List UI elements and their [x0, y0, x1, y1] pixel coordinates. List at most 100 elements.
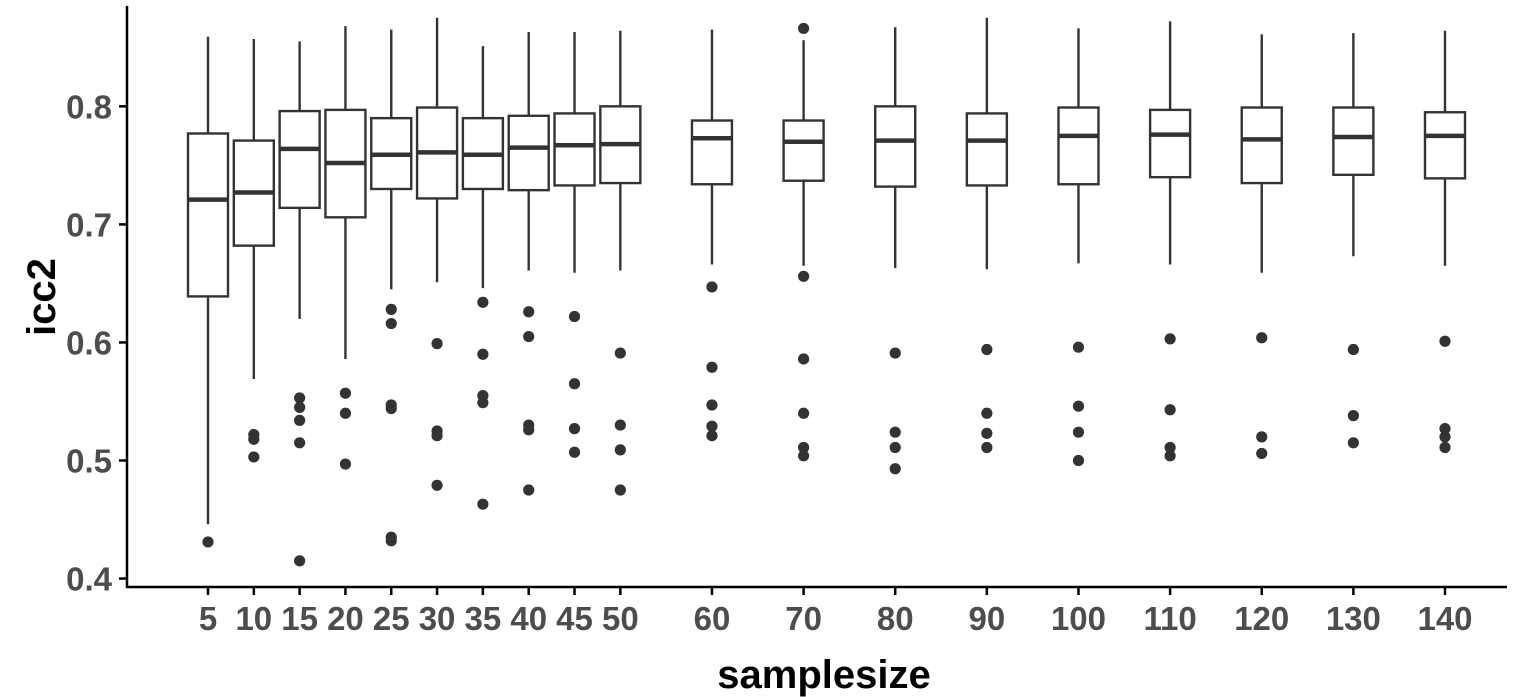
- outlier-point: [1256, 431, 1268, 443]
- outlier-point: [706, 399, 718, 411]
- outlier-point: [1347, 343, 1359, 356]
- outlier-point: [477, 296, 489, 308]
- y-tick-label: 0.7: [66, 206, 112, 243]
- outlier-point: [1072, 426, 1085, 438]
- outlier-point: [1164, 450, 1176, 462]
- outlier-point: [889, 347, 901, 359]
- outlier-point: [706, 430, 718, 442]
- outlier-point: [614, 444, 626, 456]
- box-group-130: [1332, 33, 1375, 449]
- box-group-10: [232, 39, 276, 463]
- y-tick-label: 0.4: [66, 561, 113, 598]
- outlier-point: [568, 423, 581, 435]
- x-tick-label: 45: [556, 600, 593, 637]
- box-group-30: [415, 17, 459, 491]
- outlier-point: [294, 401, 306, 413]
- outlier-point: [1072, 341, 1085, 353]
- iqr-box: [1332, 106, 1375, 177]
- outlier-point: [706, 420, 718, 432]
- outlier-point: [889, 463, 901, 475]
- outlier-point: [294, 414, 306, 426]
- outlier-point: [568, 310, 581, 323]
- x-tick-label: 40: [510, 600, 547, 637]
- iqr-box: [782, 119, 825, 182]
- outlier-point: [1256, 332, 1268, 344]
- outlier-point: [981, 407, 993, 419]
- outlier-point: [1164, 333, 1176, 345]
- y-axis-title: icc2: [20, 258, 64, 336]
- outlier-point: [523, 424, 535, 436]
- outlier-point: [1439, 431, 1451, 443]
- box-group-110: [1148, 21, 1192, 462]
- x-tick-label: 60: [694, 600, 731, 637]
- plot-area: [186, 17, 1467, 567]
- outlier-point: [523, 330, 535, 343]
- x-tick-label: 15: [281, 600, 318, 637]
- x-tick-label: 140: [1417, 600, 1472, 637]
- outlier-point: [202, 536, 214, 548]
- outlier-point: [294, 437, 306, 449]
- box-group-80: [874, 27, 917, 475]
- box-group-35: [461, 46, 505, 510]
- iqr-box: [1148, 108, 1192, 179]
- iqr-box: [507, 114, 550, 192]
- x-tick-label: 20: [327, 600, 364, 637]
- x-tick-label: 120: [1234, 600, 1289, 637]
- y-tick-label: 0.5: [66, 443, 112, 480]
- x-tick-label: 35: [465, 600, 502, 637]
- outlier-point: [294, 555, 306, 567]
- box-group-40: [507, 31, 550, 496]
- x-tick-label: 70: [785, 600, 822, 637]
- y-axis-ticks: 0.4 0.5 0.6 0.7 0.8: [66, 88, 127, 598]
- outlier-point: [523, 306, 535, 318]
- outlier-point: [1072, 400, 1085, 412]
- outlier-point: [797, 270, 810, 282]
- iqr-box: [553, 112, 596, 187]
- outlier-point: [1072, 454, 1085, 467]
- outlier-point: [477, 348, 489, 360]
- box-group-60: [690, 29, 734, 442]
- outlier-point: [568, 446, 581, 458]
- box-group-140: [1423, 30, 1467, 454]
- outlier-point: [339, 458, 352, 470]
- outlier-point: [1439, 335, 1451, 347]
- outlier-point: [614, 347, 626, 359]
- iqr-box: [278, 109, 321, 210]
- outlier-point: [889, 426, 901, 438]
- outlier-point: [1256, 447, 1268, 460]
- box-group-100: [1057, 28, 1100, 467]
- iqr-box: [874, 105, 917, 188]
- x-tick-label: 90: [968, 600, 1005, 637]
- outlier-point: [523, 484, 535, 496]
- outlier-point: [385, 402, 397, 415]
- x-tick-label: 130: [1326, 600, 1381, 637]
- outlier-point: [981, 427, 993, 439]
- x-tick-label: 100: [1051, 600, 1106, 637]
- box-group-120: [1240, 34, 1283, 460]
- outlier-point: [477, 498, 489, 510]
- outlier-point: [385, 317, 397, 330]
- outlier-point: [981, 343, 993, 356]
- outlier-point: [706, 361, 718, 373]
- outlier-point: [248, 451, 260, 463]
- x-tick-label: 25: [373, 600, 410, 637]
- outlier-point: [477, 397, 489, 409]
- iqr-box: [186, 132, 230, 298]
- iqr-box: [965, 112, 1009, 187]
- outlier-point: [1347, 410, 1359, 422]
- outlier-point: [706, 281, 718, 293]
- outlier-point: [431, 430, 443, 442]
- outlier-point: [614, 419, 626, 431]
- outlier-point: [1439, 423, 1451, 435]
- box-group-90: [965, 17, 1009, 454]
- x-tick-label: 80: [877, 600, 914, 637]
- outlier-point: [981, 441, 993, 454]
- box-group-5: [186, 36, 230, 548]
- y-tick-label: 0.8: [66, 88, 112, 125]
- x-axis-title: samplesize: [717, 653, 930, 697]
- outlier-point: [797, 441, 810, 454]
- x-tick-label: 110: [1143, 600, 1196, 637]
- box-group-50: [599, 30, 642, 496]
- x-axis-ticks: 5 10 15 20 25 30 35 40 45 50 60 70 80 90 100 110 120 130 1…: [199, 587, 1473, 637]
